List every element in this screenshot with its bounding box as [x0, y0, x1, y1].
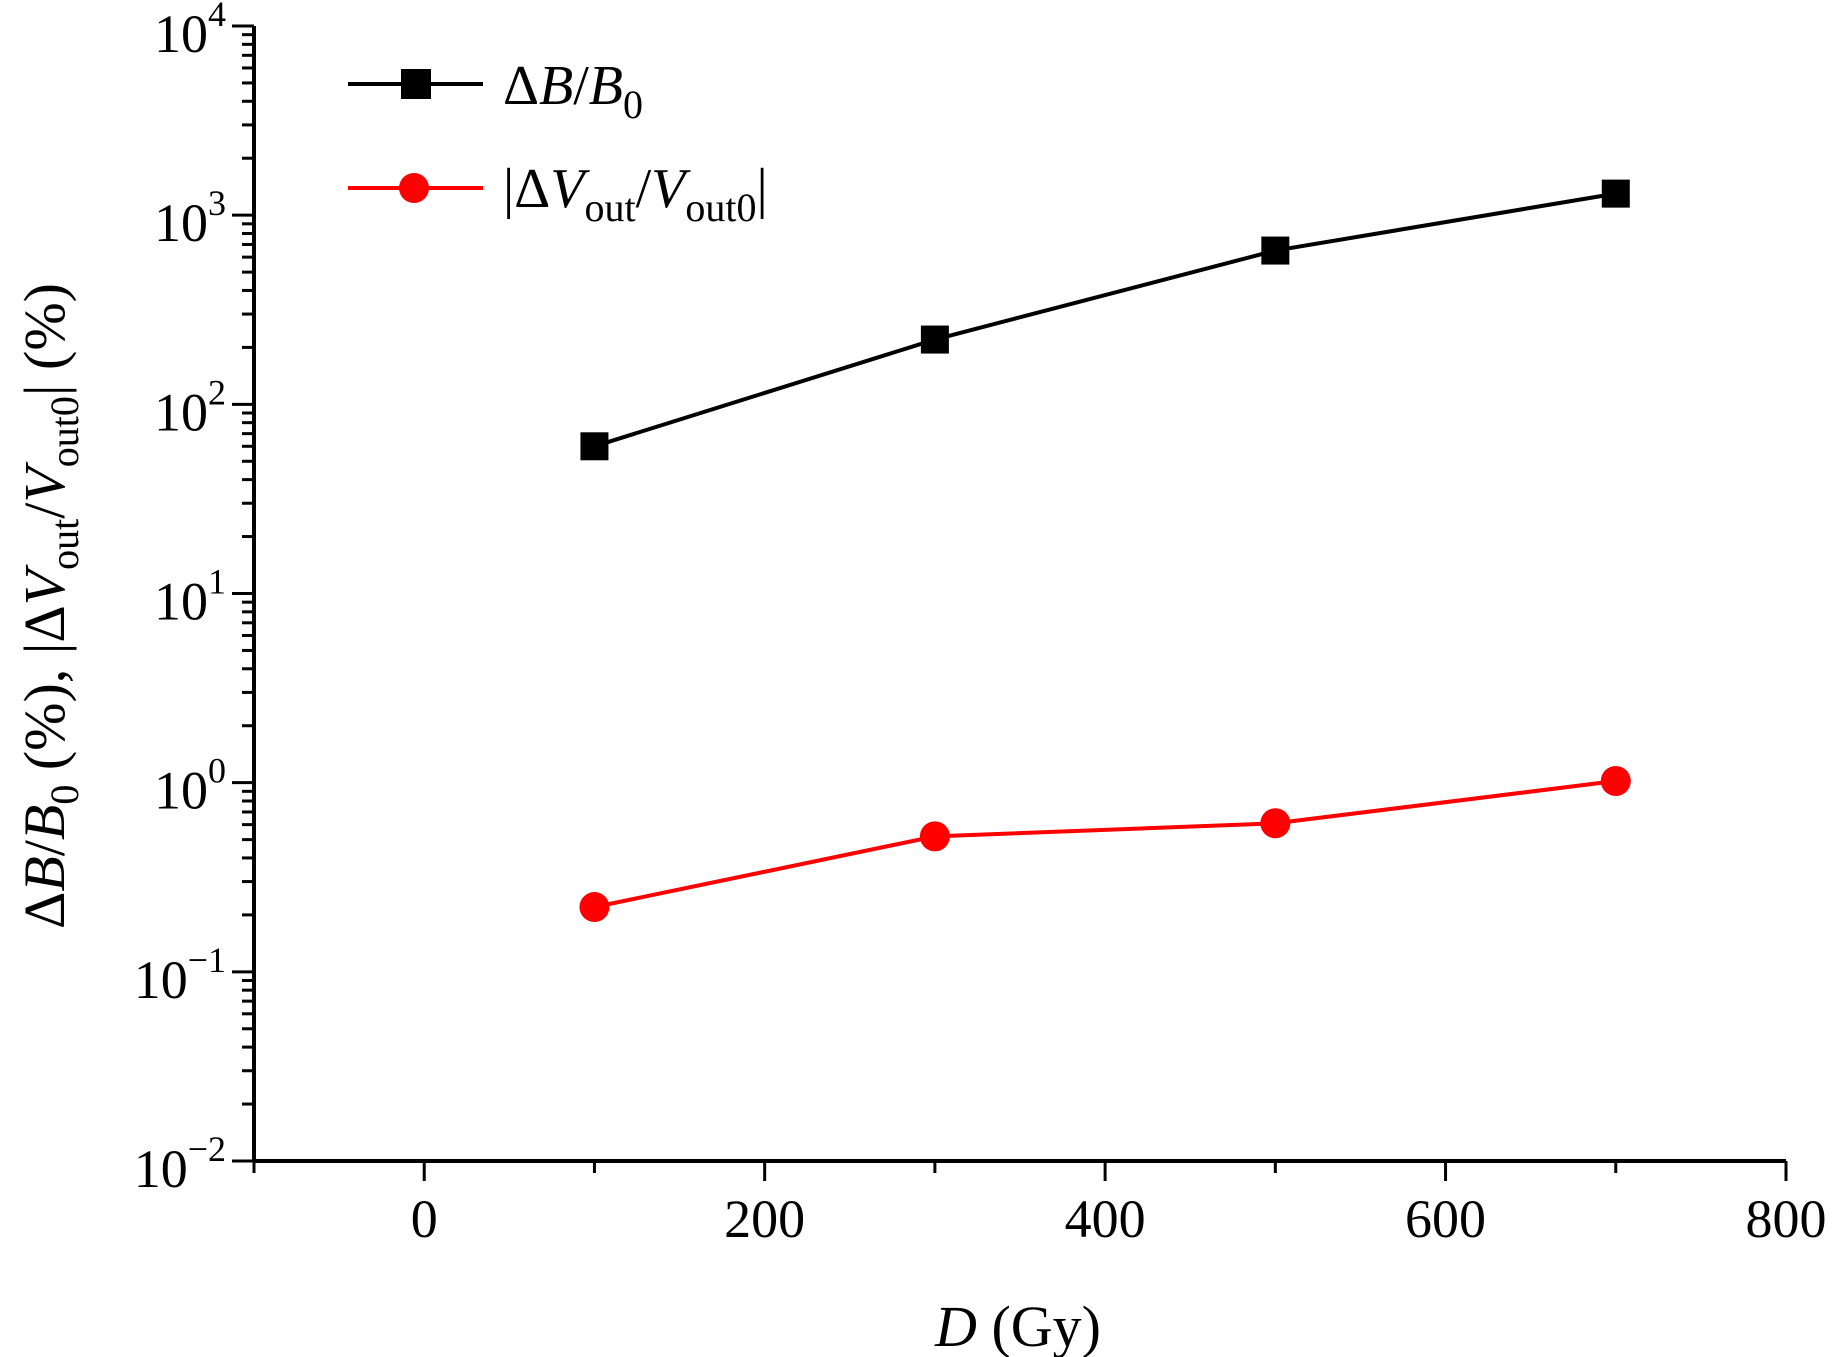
y-tick-label: 102: [154, 372, 226, 442]
y-tick-label: 10−2: [134, 1129, 226, 1199]
axes: [252, 26, 1786, 1163]
x-tick-label: 600: [1405, 1189, 1486, 1249]
data-point-square: [920, 325, 949, 354]
y-tick-label: 104: [154, 0, 226, 64]
x-tick-label: 0: [411, 1189, 438, 1249]
x-axis-title-unit: (Gy): [977, 1294, 1101, 1357]
legend-label-series-1: ΔB/B0: [503, 55, 643, 127]
data-point-circle: [1260, 808, 1291, 839]
series-line-2: [594, 779, 1617, 910]
legend: ΔB/B0 |ΔVout/Vout0|: [348, 55, 768, 230]
y-tick-label: 103: [154, 183, 226, 253]
legend-label-series-2: |ΔVout/Vout0|: [503, 158, 768, 230]
y-tick-label: 100: [154, 751, 226, 821]
series-layer: [579, 179, 1631, 923]
x-tick-label: 800: [1746, 1189, 1827, 1249]
data-point-square: [1601, 179, 1630, 208]
legend-marker-square: [401, 69, 431, 99]
data-point-circle: [919, 821, 950, 852]
x-tick-label: 200: [724, 1189, 805, 1249]
x-axis-title-var: D: [934, 1294, 977, 1357]
y-axis-ticks: 10−2 10−1 100 101 102 103 104: [134, 0, 254, 1199]
data-point-circle: [579, 892, 610, 923]
y-axis-title: ΔB/B0 (%), |ΔVout/Vout0| (%): [12, 283, 87, 929]
data-point-circle: [1600, 766, 1631, 797]
legend-marker-circle: [399, 173, 429, 203]
x-axis-ticks: 0 200 400 600 800: [252, 1161, 1827, 1249]
series-line-1: [593, 191, 1617, 449]
y-tick-label: 101: [154, 562, 226, 632]
y-tick-label: 10−1: [134, 940, 226, 1010]
data-point-square: [580, 432, 609, 461]
x-axis-title: D (Gy): [934, 1294, 1101, 1357]
x-tick-label: 400: [1065, 1189, 1146, 1249]
data-point-square: [1261, 236, 1290, 265]
